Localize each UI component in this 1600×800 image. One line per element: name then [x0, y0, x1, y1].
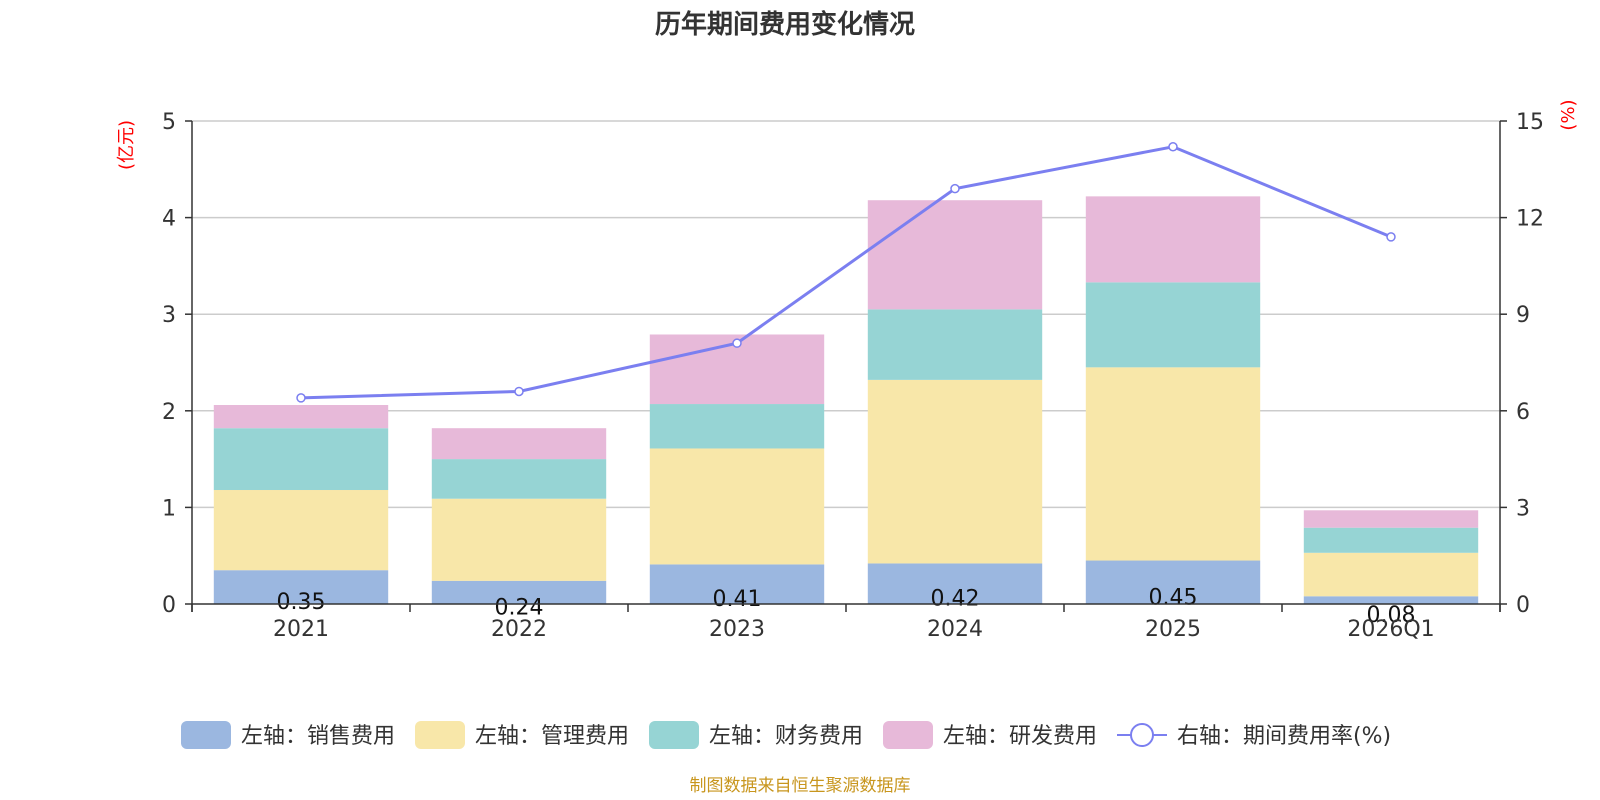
legend-item[interactable]: 左轴：研发费用 — [883, 721, 1097, 749]
bar-value-label: 0.08 — [1367, 603, 1416, 628]
rate-line — [296, 142, 1396, 403]
bars — [213, 196, 1479, 604]
bar-value-label: 0.35 — [277, 590, 326, 615]
bar-segment-1[interactable] — [213, 570, 389, 604]
right-tick-label: 9 — [1516, 303, 1530, 328]
bar-value-label: 0.24 — [495, 595, 544, 620]
legend-label: 左轴：财务费用 — [709, 724, 863, 749]
bar-value-label: 0.45 — [1149, 585, 1198, 610]
source-note: 制图数据来自恒生聚源数据库 — [690, 776, 911, 796]
legend-marker-icon — [1130, 723, 1154, 747]
right-tick-label: 12 — [1516, 207, 1544, 232]
bar-segment-3[interactable] — [649, 404, 825, 449]
bar-segment-4[interactable] — [1085, 196, 1261, 283]
legend-label: 左轴：销售费用 — [241, 724, 395, 749]
right-tick-label: 15 — [1516, 110, 1544, 135]
left-axis-unit: (亿元) — [116, 120, 137, 170]
chart-title: 历年期间费用变化情况 — [655, 9, 915, 40]
rate-point[interactable] — [1386, 232, 1396, 242]
legend-swatch — [883, 721, 933, 749]
bar-segment-1[interactable] — [1303, 596, 1479, 604]
legend-item[interactable]: 右轴：期间费用率(%) — [1117, 723, 1391, 749]
legend-label: 左轴：研发费用 — [943, 724, 1097, 749]
legend[interactable]: 左轴：销售费用 左轴：管理费用 左轴：财务费用 左轴：研发费用 右轴：期间费用率(%) — [181, 721, 1391, 749]
right-tick-label: 0 — [1516, 593, 1530, 618]
bar-segment-3[interactable] — [431, 459, 607, 499]
gridlines — [192, 120, 1500, 509]
rate-point[interactable] — [296, 393, 306, 403]
legend-label: 右轴：期间费用率(%) — [1177, 724, 1391, 749]
x-tick-label: 2021 — [273, 617, 329, 642]
legend-item[interactable]: 左轴：管理费用 — [415, 721, 629, 749]
bar-value-label: 0.42 — [931, 587, 980, 612]
bar-value-label: 0.41 — [713, 587, 762, 612]
bar-segment-3[interactable] — [867, 309, 1043, 380]
x-tick-label: 2026Q1 — [1347, 617, 1434, 642]
legend-item[interactable]: 左轴：财务费用 — [649, 721, 863, 749]
bar-segment-2[interactable] — [867, 379, 1043, 564]
x-tick-label: 2025 — [1145, 617, 1201, 642]
bar-segment-3[interactable] — [1303, 527, 1479, 553]
legend-label: 左轴：管理费用 — [475, 724, 629, 749]
right-axis-unit: (%) — [1558, 99, 1579, 130]
bar-segment-2[interactable] — [649, 448, 825, 565]
bar-segment-1[interactable] — [431, 580, 607, 604]
legend-item[interactable]: 左轴：销售费用 — [181, 721, 395, 749]
bar-segment-2[interactable] — [431, 498, 607, 581]
left-tick-label: 5 — [162, 110, 176, 135]
left-tick-label: 4 — [162, 207, 176, 232]
rate-point[interactable] — [950, 183, 960, 194]
x-tick-label: 2023 — [709, 617, 765, 642]
rate-point[interactable] — [1168, 142, 1178, 152]
rate-series-line — [300, 145, 1392, 400]
left-tick-label: 2 — [162, 400, 176, 425]
bar-segment-3[interactable] — [213, 428, 389, 491]
x-tick-label: 2024 — [927, 617, 983, 642]
legend-swatch — [181, 721, 231, 749]
bar-segment-1[interactable] — [649, 564, 825, 604]
bar-labels: 0.35 0.24 0.41 0.42 0.45 0.08 — [277, 585, 1416, 628]
bar-segment-3[interactable] — [1085, 282, 1261, 368]
rate-point[interactable] — [732, 338, 742, 348]
right-tick-label: 6 — [1516, 400, 1530, 425]
bar-segment-2[interactable] — [1085, 367, 1261, 561]
bar-segment-1[interactable] — [867, 563, 1043, 604]
left-tick-label: 3 — [162, 303, 176, 328]
legend-swatch — [415, 721, 465, 749]
legend-swatch — [649, 721, 699, 749]
bar-segment-2[interactable] — [213, 490, 389, 571]
bar-segment-4[interactable] — [213, 405, 389, 429]
rate-point[interactable] — [514, 386, 524, 397]
left-tick-label: 1 — [162, 496, 176, 521]
left-tick-label: 0 — [162, 593, 176, 618]
bar-segment-4[interactable] — [1303, 510, 1479, 528]
bar-segment-4[interactable] — [867, 200, 1043, 310]
bar-segment-4[interactable] — [431, 428, 607, 460]
bar-segment-1[interactable] — [1085, 560, 1261, 604]
bar-segment-2[interactable] — [1303, 552, 1479, 597]
right-tick-label: 3 — [1516, 496, 1530, 521]
x-tick-label: 2022 — [491, 617, 547, 642]
